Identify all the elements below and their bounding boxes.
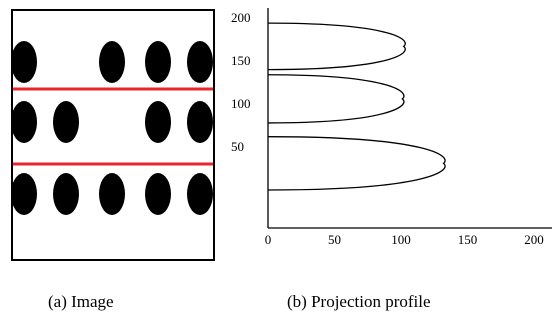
projection-profile-chart: 50 100 150 200 0 50 100 150 200 xyxy=(231,8,552,247)
dot xyxy=(99,41,125,83)
dot xyxy=(187,41,213,83)
dot xyxy=(99,173,125,215)
x-tick-label: 50 xyxy=(328,232,341,247)
profile-lobe xyxy=(267,136,446,191)
x-tick-labels: 0 50 100 150 200 xyxy=(265,232,544,247)
dot xyxy=(187,101,213,143)
dots-layer xyxy=(11,41,213,215)
dot xyxy=(11,41,37,83)
separator-lines xyxy=(13,87,213,166)
image-panel xyxy=(11,9,215,261)
x-tick-label: 150 xyxy=(458,232,478,247)
y-tick-label: 50 xyxy=(231,139,244,154)
dot xyxy=(145,173,171,215)
y-tick-labels: 50 100 150 200 xyxy=(231,10,251,154)
dot xyxy=(53,101,79,143)
x-tick-label: 0 xyxy=(265,232,272,247)
y-tick-label: 200 xyxy=(231,10,251,25)
caption-image: (a) Image xyxy=(48,292,114,311)
profile-lobe xyxy=(267,74,405,124)
profile-lobes xyxy=(267,22,446,191)
profile-lobe xyxy=(267,22,406,71)
x-tick-label: 100 xyxy=(391,232,411,247)
caption-projection-profile: (b) Projection profile xyxy=(287,292,431,311)
dot xyxy=(11,173,37,215)
dot xyxy=(187,173,213,215)
dot xyxy=(53,173,79,215)
x-tick-label: 200 xyxy=(524,232,544,247)
dot xyxy=(11,101,37,143)
dot xyxy=(145,101,171,143)
y-tick-label: 100 xyxy=(231,96,251,111)
dot xyxy=(145,41,171,83)
y-tick-label: 150 xyxy=(231,53,251,68)
